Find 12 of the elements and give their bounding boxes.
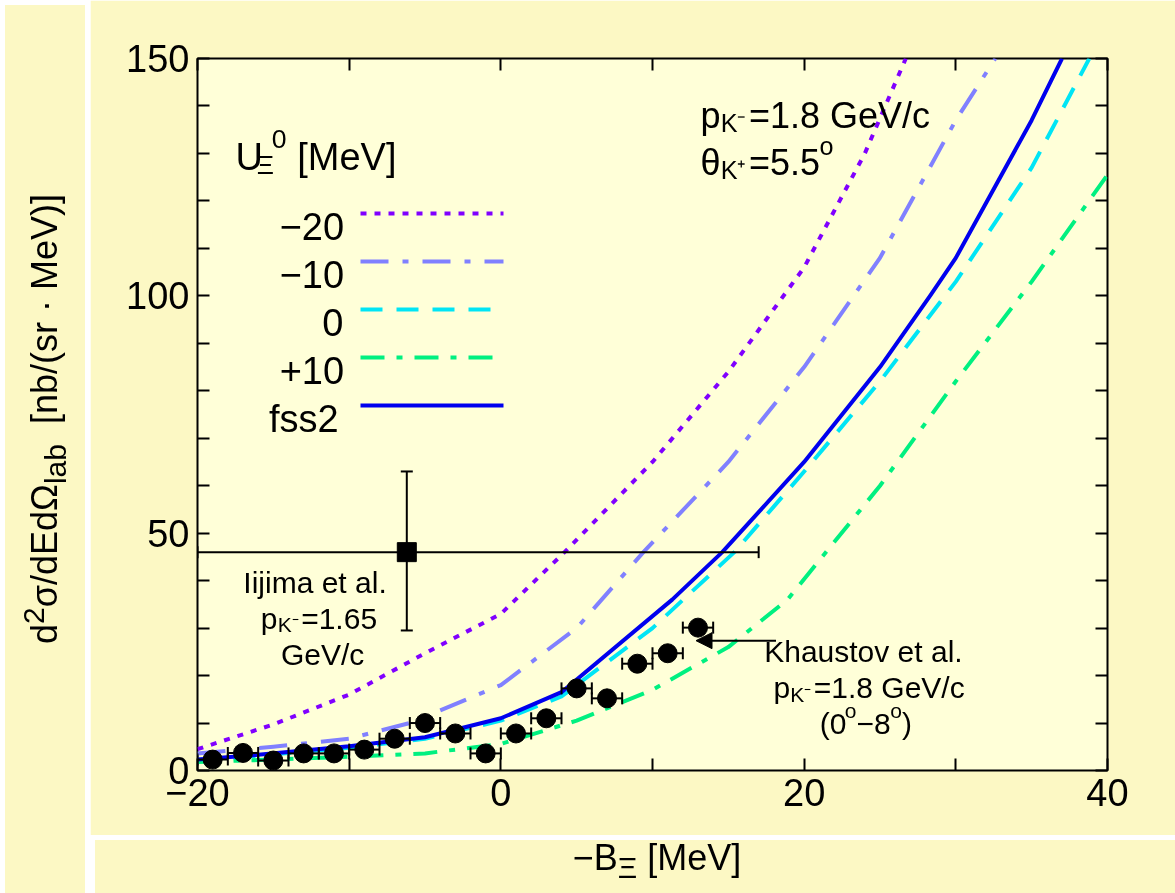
x-axis-title: −B$_{Ξ}$ [MeV]: [571, 837, 743, 885]
y-tick-label: 50: [147, 512, 190, 555]
y-tick-label: 100: [126, 275, 190, 318]
x-tick-label: 40: [1086, 771, 1129, 814]
legend-label: fss2: [269, 397, 339, 440]
x-tick-label: 20: [783, 771, 826, 814]
x-tick-label: 0: [490, 771, 512, 814]
legend-label: −20: [279, 206, 345, 248]
legend-label: +10: [279, 350, 345, 392]
y-tick-label: 150: [126, 38, 190, 80]
legend-label: 0: [322, 302, 344, 344]
legend-label: −10: [279, 254, 345, 296]
